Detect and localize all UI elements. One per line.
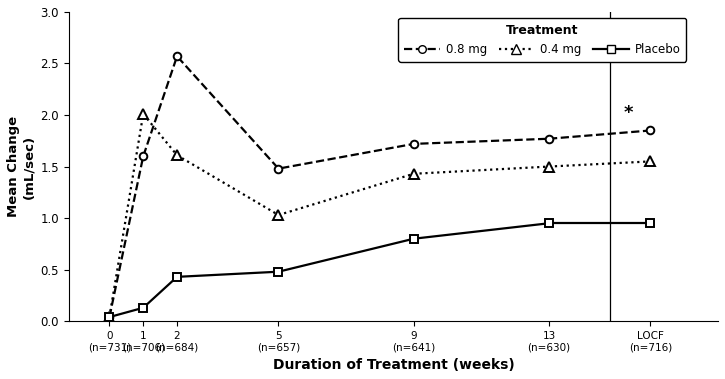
X-axis label: Duration of Treatment (weeks): Duration of Treatment (weeks) <box>273 358 514 372</box>
Legend: 0.8 mg, 0.4 mg, Placebo: 0.8 mg, 0.4 mg, Placebo <box>398 18 686 61</box>
Y-axis label: Mean Change
(mL/sec): Mean Change (mL/sec) <box>7 116 35 217</box>
Text: *: * <box>624 104 634 122</box>
